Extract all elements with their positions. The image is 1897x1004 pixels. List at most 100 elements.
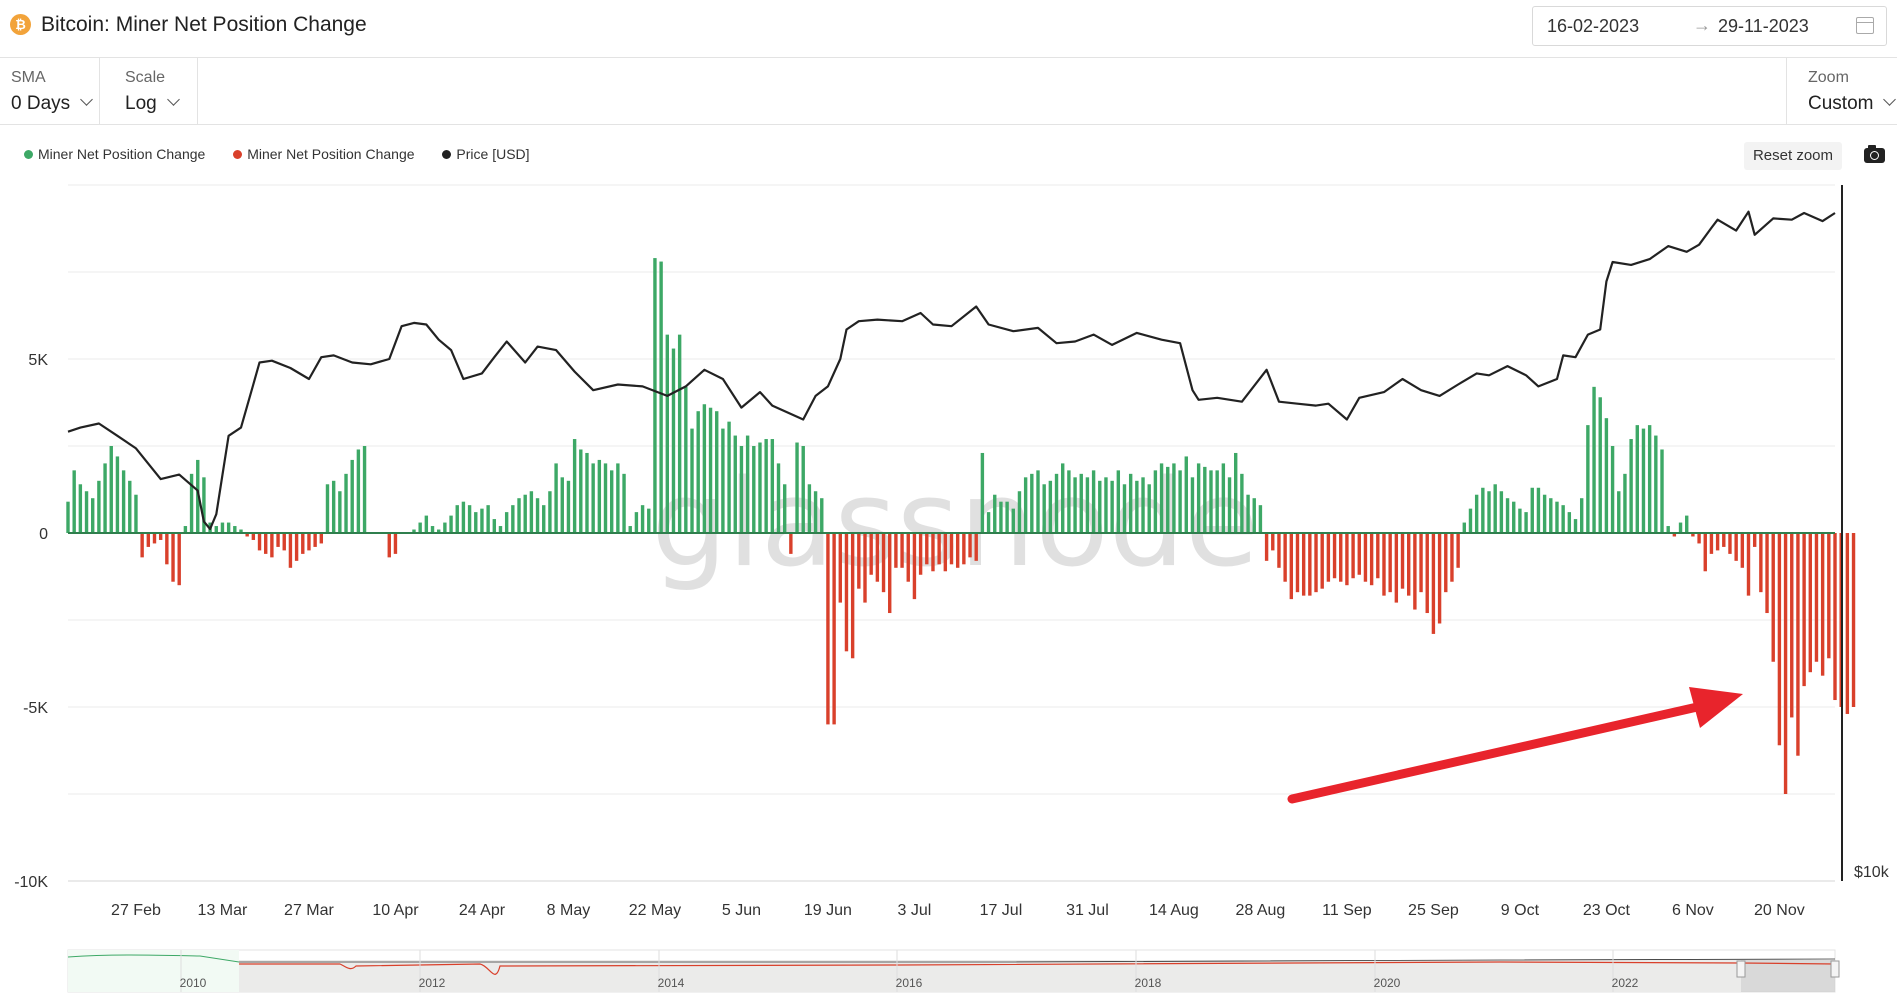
bar-positive bbox=[1481, 487, 1485, 533]
bar-positive bbox=[1536, 487, 1541, 533]
bar-positive bbox=[1629, 439, 1633, 533]
camera-icon[interactable] bbox=[1864, 145, 1885, 163]
navigator-year-label: 2016 bbox=[896, 976, 923, 990]
bar-positive bbox=[782, 484, 787, 533]
bar-positive bbox=[1252, 498, 1256, 533]
bar-negative bbox=[146, 533, 151, 547]
bar-positive bbox=[1159, 463, 1164, 533]
scale-value[interactable]: Log bbox=[125, 93, 180, 115]
bar-negative bbox=[301, 533, 305, 554]
bar-positive bbox=[640, 505, 645, 533]
bar-positive bbox=[1586, 425, 1590, 533]
date-to-input[interactable]: 29-11-2023 bbox=[1718, 16, 1809, 36]
bar-negative bbox=[245, 533, 249, 537]
bar-negative bbox=[962, 533, 966, 565]
bar-positive bbox=[1054, 473, 1059, 533]
bar-negative bbox=[140, 533, 144, 558]
bar-negative bbox=[875, 533, 880, 582]
bar-positive bbox=[523, 494, 527, 533]
bar-positive bbox=[196, 459, 200, 533]
navigator-price-early bbox=[67, 954, 240, 963]
legend-item-negative[interactable]: Miner Net Position Change bbox=[233, 146, 415, 162]
sma-select[interactable]: SMA 0 Days bbox=[0, 58, 100, 124]
bar-negative bbox=[1357, 533, 1361, 575]
navigator-year-label: 2010 bbox=[180, 976, 207, 990]
bar-negative bbox=[1450, 533, 1454, 582]
bar-positive bbox=[1184, 456, 1188, 533]
y-tick-label: -10K bbox=[14, 874, 48, 891]
zoom-select[interactable]: Zoom Custom bbox=[1786, 58, 1897, 124]
bar-negative bbox=[789, 533, 793, 554]
bar-positive bbox=[535, 498, 540, 533]
calendar-icon[interactable] bbox=[1856, 17, 1874, 34]
controls-bar: SMA 0 Days Scale Log Zoom Custom bbox=[0, 58, 1897, 125]
bar-negative bbox=[177, 533, 181, 586]
bar-negative bbox=[165, 533, 169, 565]
zoom-value[interactable]: Custom bbox=[1808, 93, 1897, 115]
bar-negative bbox=[158, 533, 163, 540]
bar-positive bbox=[72, 470, 76, 533]
bar-negative bbox=[931, 533, 935, 572]
bar-negative bbox=[1845, 533, 1850, 714]
chart-header: ₿ Bitcoin: Miner Net Position Change 16-… bbox=[0, 0, 1897, 58]
bar-negative bbox=[832, 533, 836, 725]
navigator-handle[interactable] bbox=[1736, 960, 1746, 978]
chart-legend: Miner Net Position Change Miner Net Posi… bbox=[24, 146, 554, 162]
bar-positive bbox=[467, 505, 472, 533]
x-tick-label: 20 Nov bbox=[1754, 902, 1805, 919]
navigator-series-line bbox=[239, 961, 1836, 975]
bar-positive bbox=[1660, 449, 1664, 533]
bar-negative bbox=[1407, 533, 1411, 596]
bar-positive bbox=[418, 522, 422, 533]
bar-positive bbox=[437, 529, 441, 533]
bar-positive bbox=[999, 501, 1003, 533]
bar-negative bbox=[1728, 533, 1732, 554]
legend-item-positive[interactable]: Miner Net Position Change bbox=[24, 146, 205, 162]
y-tick-label: 0 bbox=[39, 526, 48, 543]
x-tick-label: 3 Jul bbox=[898, 902, 932, 919]
bar-positive bbox=[1641, 428, 1646, 533]
x-tick-label: 23 Oct bbox=[1583, 902, 1631, 919]
bar-negative bbox=[1314, 533, 1318, 593]
bar-negative bbox=[1759, 533, 1763, 593]
bar-positive bbox=[1005, 501, 1009, 533]
bar-negative bbox=[307, 533, 311, 551]
bar-positive bbox=[424, 515, 429, 533]
bar-negative bbox=[1351, 533, 1355, 579]
bar-positive bbox=[820, 498, 824, 533]
date-range-picker[interactable]: 16-02-2023 → 29-11-2023 bbox=[1532, 6, 1887, 46]
bar-positive bbox=[183, 526, 188, 533]
bar-positive bbox=[758, 442, 762, 533]
date-from-input[interactable]: 16-02-2023 bbox=[1547, 16, 1640, 36]
bar-positive bbox=[603, 463, 608, 533]
bar-positive bbox=[1067, 470, 1071, 533]
bar-negative bbox=[857, 533, 861, 589]
bar-positive bbox=[84, 491, 89, 533]
bar-positive bbox=[1091, 470, 1096, 533]
bar-positive bbox=[1474, 494, 1479, 533]
sma-value[interactable]: 0 Days bbox=[11, 93, 94, 115]
bar-positive bbox=[1530, 487, 1534, 533]
bar-negative bbox=[251, 533, 256, 540]
bar-positive bbox=[480, 508, 484, 533]
bar-positive bbox=[628, 526, 632, 533]
bar-positive bbox=[109, 446, 113, 533]
legend-item-price[interactable]: Price [USD] bbox=[442, 146, 530, 162]
reset-zoom-button[interactable]: Reset zoom bbox=[1744, 142, 1842, 170]
bar-negative bbox=[1709, 533, 1714, 554]
bar-positive bbox=[1518, 508, 1522, 533]
bar-positive bbox=[807, 484, 812, 533]
bar-positive bbox=[1258, 505, 1263, 533]
bar-positive bbox=[1172, 463, 1176, 533]
bar-negative bbox=[925, 533, 929, 565]
bar-negative bbox=[1783, 533, 1788, 794]
bar-positive bbox=[739, 446, 744, 533]
bar-positive bbox=[1221, 463, 1226, 533]
bar-negative bbox=[1771, 533, 1775, 662]
navigator-early-area bbox=[68, 950, 239, 992]
bar-positive bbox=[1098, 480, 1102, 533]
bar-positive bbox=[1023, 477, 1028, 533]
bar-positive bbox=[677, 334, 682, 533]
navigator-handle[interactable] bbox=[1830, 960, 1840, 978]
scale-select[interactable]: Scale Log bbox=[114, 58, 198, 124]
